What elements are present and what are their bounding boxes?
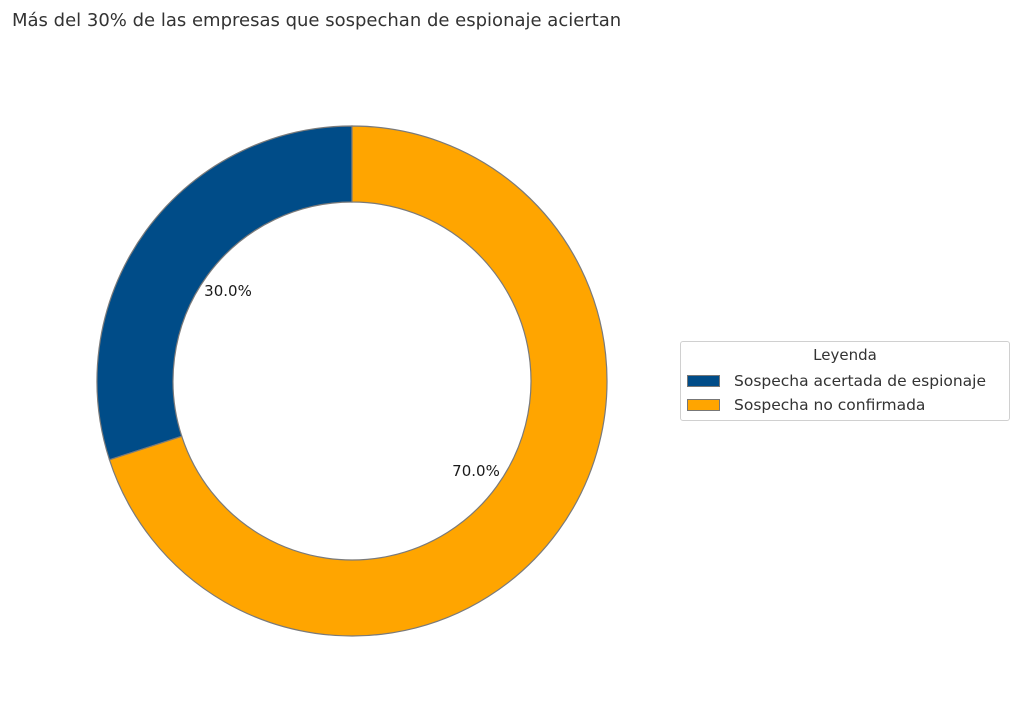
slice-label-suspicion-confirmed: 30.0% [204, 282, 252, 300]
legend-title: Leyenda [813, 346, 877, 364]
donut-wedges [96, 125, 608, 637]
legend: Leyenda Sospecha acertada de espionaje S… [680, 341, 1010, 421]
donut-wedge-1 [108, 125, 608, 637]
legend-item-suspicion-unconfirmed: Sospecha no confirmada [687, 395, 925, 415]
slice-label-suspicion-unconfirmed: 70.0% [452, 462, 500, 480]
legend-item-suspicion-confirmed: Sospecha acertada de espionaje [687, 371, 986, 391]
legend-label: Sospecha no confirmada [734, 396, 926, 414]
legend-swatch-blue [687, 375, 720, 387]
legend-label: Sospecha acertada de espionaje [734, 372, 987, 390]
chart-title: Más del 30% de las empresas que sospecha… [12, 10, 622, 31]
legend-swatch-orange [687, 399, 720, 411]
donut-wedge-0 [96, 125, 353, 461]
